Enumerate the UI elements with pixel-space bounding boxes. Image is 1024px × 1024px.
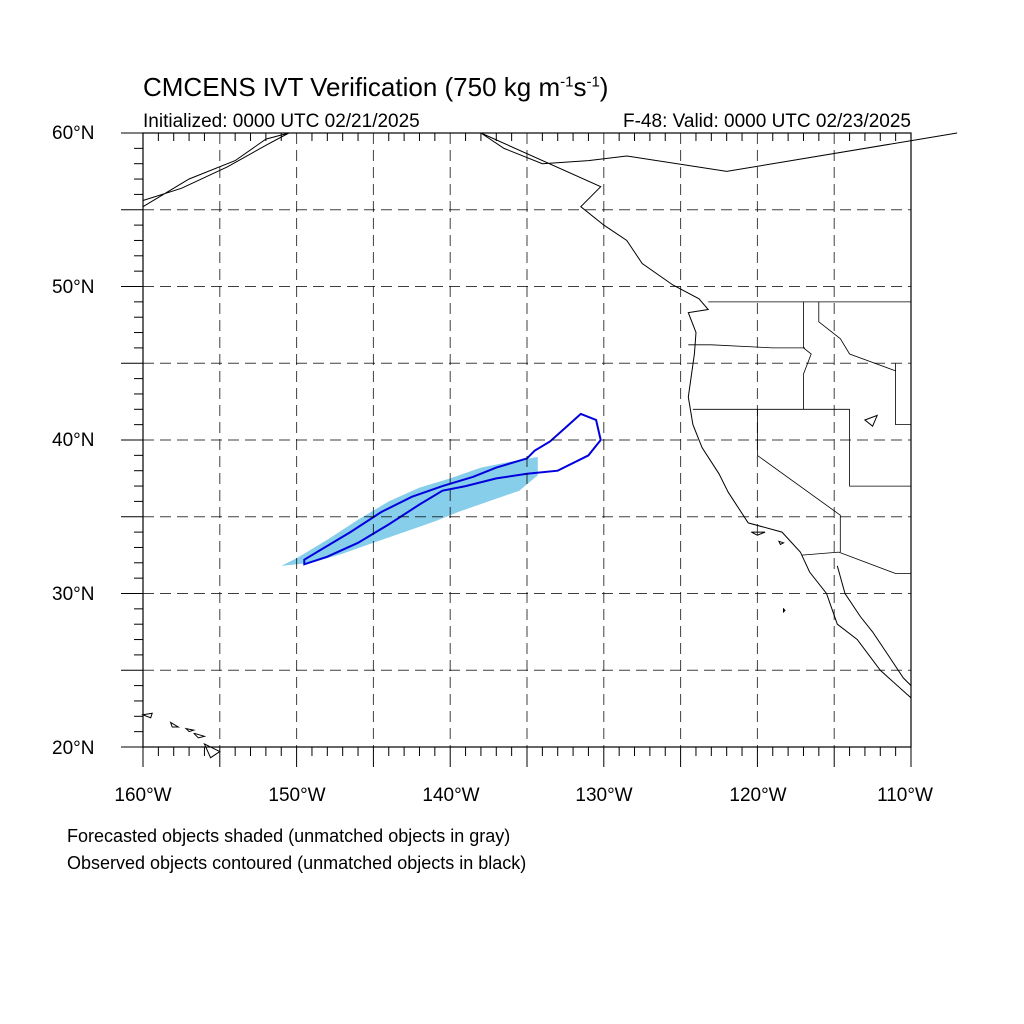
- island-outline-2: [184, 727, 196, 733]
- lat-label-20n: 20°N: [52, 738, 95, 759]
- coastline-alaska: [142, 132, 290, 208]
- lat-label-50n: 50°N: [52, 277, 95, 298]
- title-close-paren: ): [599, 72, 609, 102]
- state-border-4: [895, 363, 911, 426]
- state-border-6: [801, 551, 911, 574]
- island-outline-8: [783, 607, 786, 614]
- initialized-time: Initialized: 0000 UTC 02/21/2025: [143, 111, 420, 132]
- lon-label-110w: 110°W: [877, 785, 933, 806]
- island-outline-6: [751, 531, 766, 536]
- legend-note-forecast: Forecasted objects shaded (unmatched obj…: [67, 826, 511, 846]
- island-outline-1: [169, 721, 181, 728]
- lat-label-40n: 40°N: [52, 430, 95, 451]
- lon-label-150w: 150°W: [268, 785, 326, 806]
- lon-label-160w: 160°W: [114, 785, 172, 806]
- island-outline-3: [193, 732, 207, 739]
- island-outline-0: [141, 712, 153, 719]
- state-border-8: [688, 344, 805, 349]
- island-outline-5: [863, 414, 879, 428]
- state-border-3: [757, 409, 841, 553]
- island-outline-7: [777, 540, 785, 546]
- title-superscript-2: -1: [586, 73, 600, 91]
- coastline-north-america: [480, 132, 958, 699]
- state-border-7: [818, 301, 896, 372]
- lon-label-130w: 130°W: [575, 785, 633, 806]
- state-border-1: [803, 301, 812, 410]
- legend-note-observed: Observed objects contoured (unmatched ob…: [67, 853, 527, 873]
- lon-label-120w: 120°W: [729, 785, 787, 806]
- title-unit-s: s: [573, 72, 587, 102]
- lat-label-60n: 60°N: [52, 123, 95, 144]
- observed-object-contour: [303, 412, 602, 566]
- lat-label-30n: 30°N: [52, 584, 95, 605]
- island-outline-4: [203, 742, 221, 759]
- map-title: CMCENS IVT Verification (750 kg m-1s-1): [143, 72, 608, 103]
- valid-time: F-48: Valid: 0000 UTC 02/23/2025: [623, 111, 911, 132]
- state-border-5: [849, 409, 911, 487]
- lon-label-140w: 140°W: [422, 785, 480, 806]
- title-superscript-1: -1: [560, 73, 574, 91]
- title-main-text: CMCENS IVT Verification (750 kg m: [143, 72, 561, 102]
- coastline-baja-east: [836, 565, 912, 686]
